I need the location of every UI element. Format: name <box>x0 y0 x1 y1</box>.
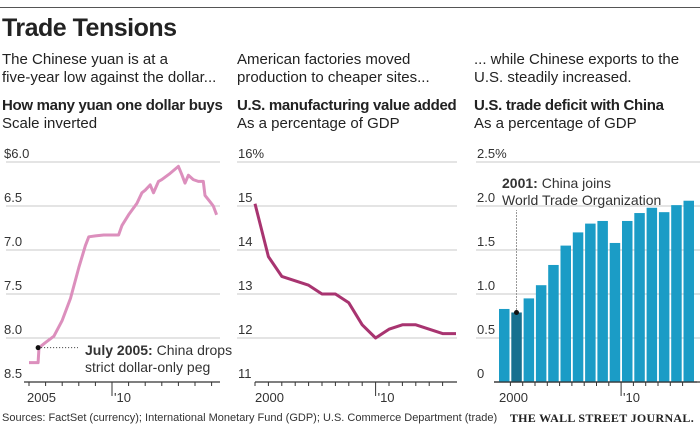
y-tick-label: 13 <box>238 278 252 293</box>
y-tick-label: 2.5% <box>477 146 507 161</box>
chart-title: How many yuan one dollar buys <box>2 97 223 114</box>
bar-2011 <box>634 213 645 382</box>
x-tick-label: 2005 <box>27 390 56 405</box>
bar-2004 <box>548 264 559 382</box>
source-note: Sources: FactSet (currency); Internation… <box>2 412 498 424</box>
y-tick-label: 8.5 <box>4 366 22 381</box>
annotation-text: 2001: China joins <box>502 175 611 191</box>
y-tick-label: 8.0 <box>4 322 22 337</box>
annotation-dot <box>35 345 41 351</box>
bar-2000 <box>499 308 510 382</box>
wsj-logo: THE WALL STREET JOURNAL. <box>509 411 694 425</box>
x-tick-label: '10 <box>378 390 395 405</box>
annotation-text: strict dollar-only peg <box>85 359 210 375</box>
y-tick-label: 0.5 <box>477 322 495 337</box>
intro-line: The Chinese yuan is at a <box>2 51 168 68</box>
x-tick-label: '10 <box>623 390 640 405</box>
bar-2014 <box>671 205 682 382</box>
y-tick-label: 0 <box>477 366 484 381</box>
bar-2007 <box>585 223 596 382</box>
bar-2006 <box>572 232 584 382</box>
bar-2002 <box>523 298 535 382</box>
annotation-rest: China drops <box>153 342 232 358</box>
x-tick-label: '10 <box>114 390 131 405</box>
bar-2003 <box>535 285 547 382</box>
panel-yuan-header: The Chinese yuan is at a five-year low ag… <box>2 51 232 133</box>
y-tick-label: 7.0 <box>4 234 22 249</box>
intro-line: ... while Chinese exports to the <box>474 51 680 68</box>
intro-line: American factories moved <box>237 51 411 68</box>
chart-unit: As a percentage of GDP <box>474 115 637 132</box>
y-tick-label: 1.5 <box>477 234 495 249</box>
annotation-rest: China joins <box>538 175 611 191</box>
annotation-text: July 2005: China drops <box>85 342 232 358</box>
chart-unit: As a percentage of GDP <box>237 115 400 132</box>
y-tick-label: 1.0 <box>477 278 495 293</box>
bar-2013 <box>658 212 670 382</box>
bar-2015 <box>683 200 694 382</box>
y-tick-label: 11 <box>238 366 252 381</box>
bar-2012 <box>646 207 658 382</box>
annotation-text: World Trade Organization <box>502 192 661 208</box>
x-tick-label: 2000 <box>255 390 284 405</box>
annotation-bold: July 2005: <box>85 342 153 358</box>
chart-title: U.S. trade deficit with China <box>474 97 664 114</box>
y-tick-label: 12 <box>238 322 252 337</box>
panel-trade-header: ... while Chinese exports to the U.S. ste… <box>474 51 700 133</box>
manufacturing-line <box>253 203 456 340</box>
intro-line: five-year low against the dollar... <box>2 69 217 86</box>
y-tick-label: $6.0 <box>4 146 29 161</box>
bar-2010 <box>622 220 633 382</box>
annotation-dot <box>514 309 519 315</box>
y-tick-label: 16% <box>238 146 264 161</box>
bar-2001 <box>511 312 522 382</box>
intro-line: production to cheaper sites... <box>237 69 430 86</box>
y-tick-label: 14 <box>238 234 252 249</box>
x-tick-label: 2000 <box>499 390 528 405</box>
bar-2009 <box>609 242 621 382</box>
page-title: Trade Tensions <box>2 14 177 42</box>
y-tick-label: 7.5 <box>4 278 22 293</box>
intro-line: U.S. steadily increased. <box>474 69 632 86</box>
y-tick-label: 6.5 <box>4 190 22 205</box>
bar-2005 <box>560 245 571 382</box>
chart-unit: Scale inverted <box>2 115 98 132</box>
yuan-line <box>29 164 219 365</box>
y-tick-label: 15 <box>238 190 252 205</box>
chart-title: U.S. manufacturing value added <box>237 97 457 114</box>
panel-manufacturing-header: American factories moved production to ch… <box>237 51 467 133</box>
y-tick-label: 2.0 <box>477 190 495 205</box>
top-rule <box>0 7 700 8</box>
bar-2008 <box>597 220 608 382</box>
annotation-bold: 2001: <box>502 175 538 191</box>
